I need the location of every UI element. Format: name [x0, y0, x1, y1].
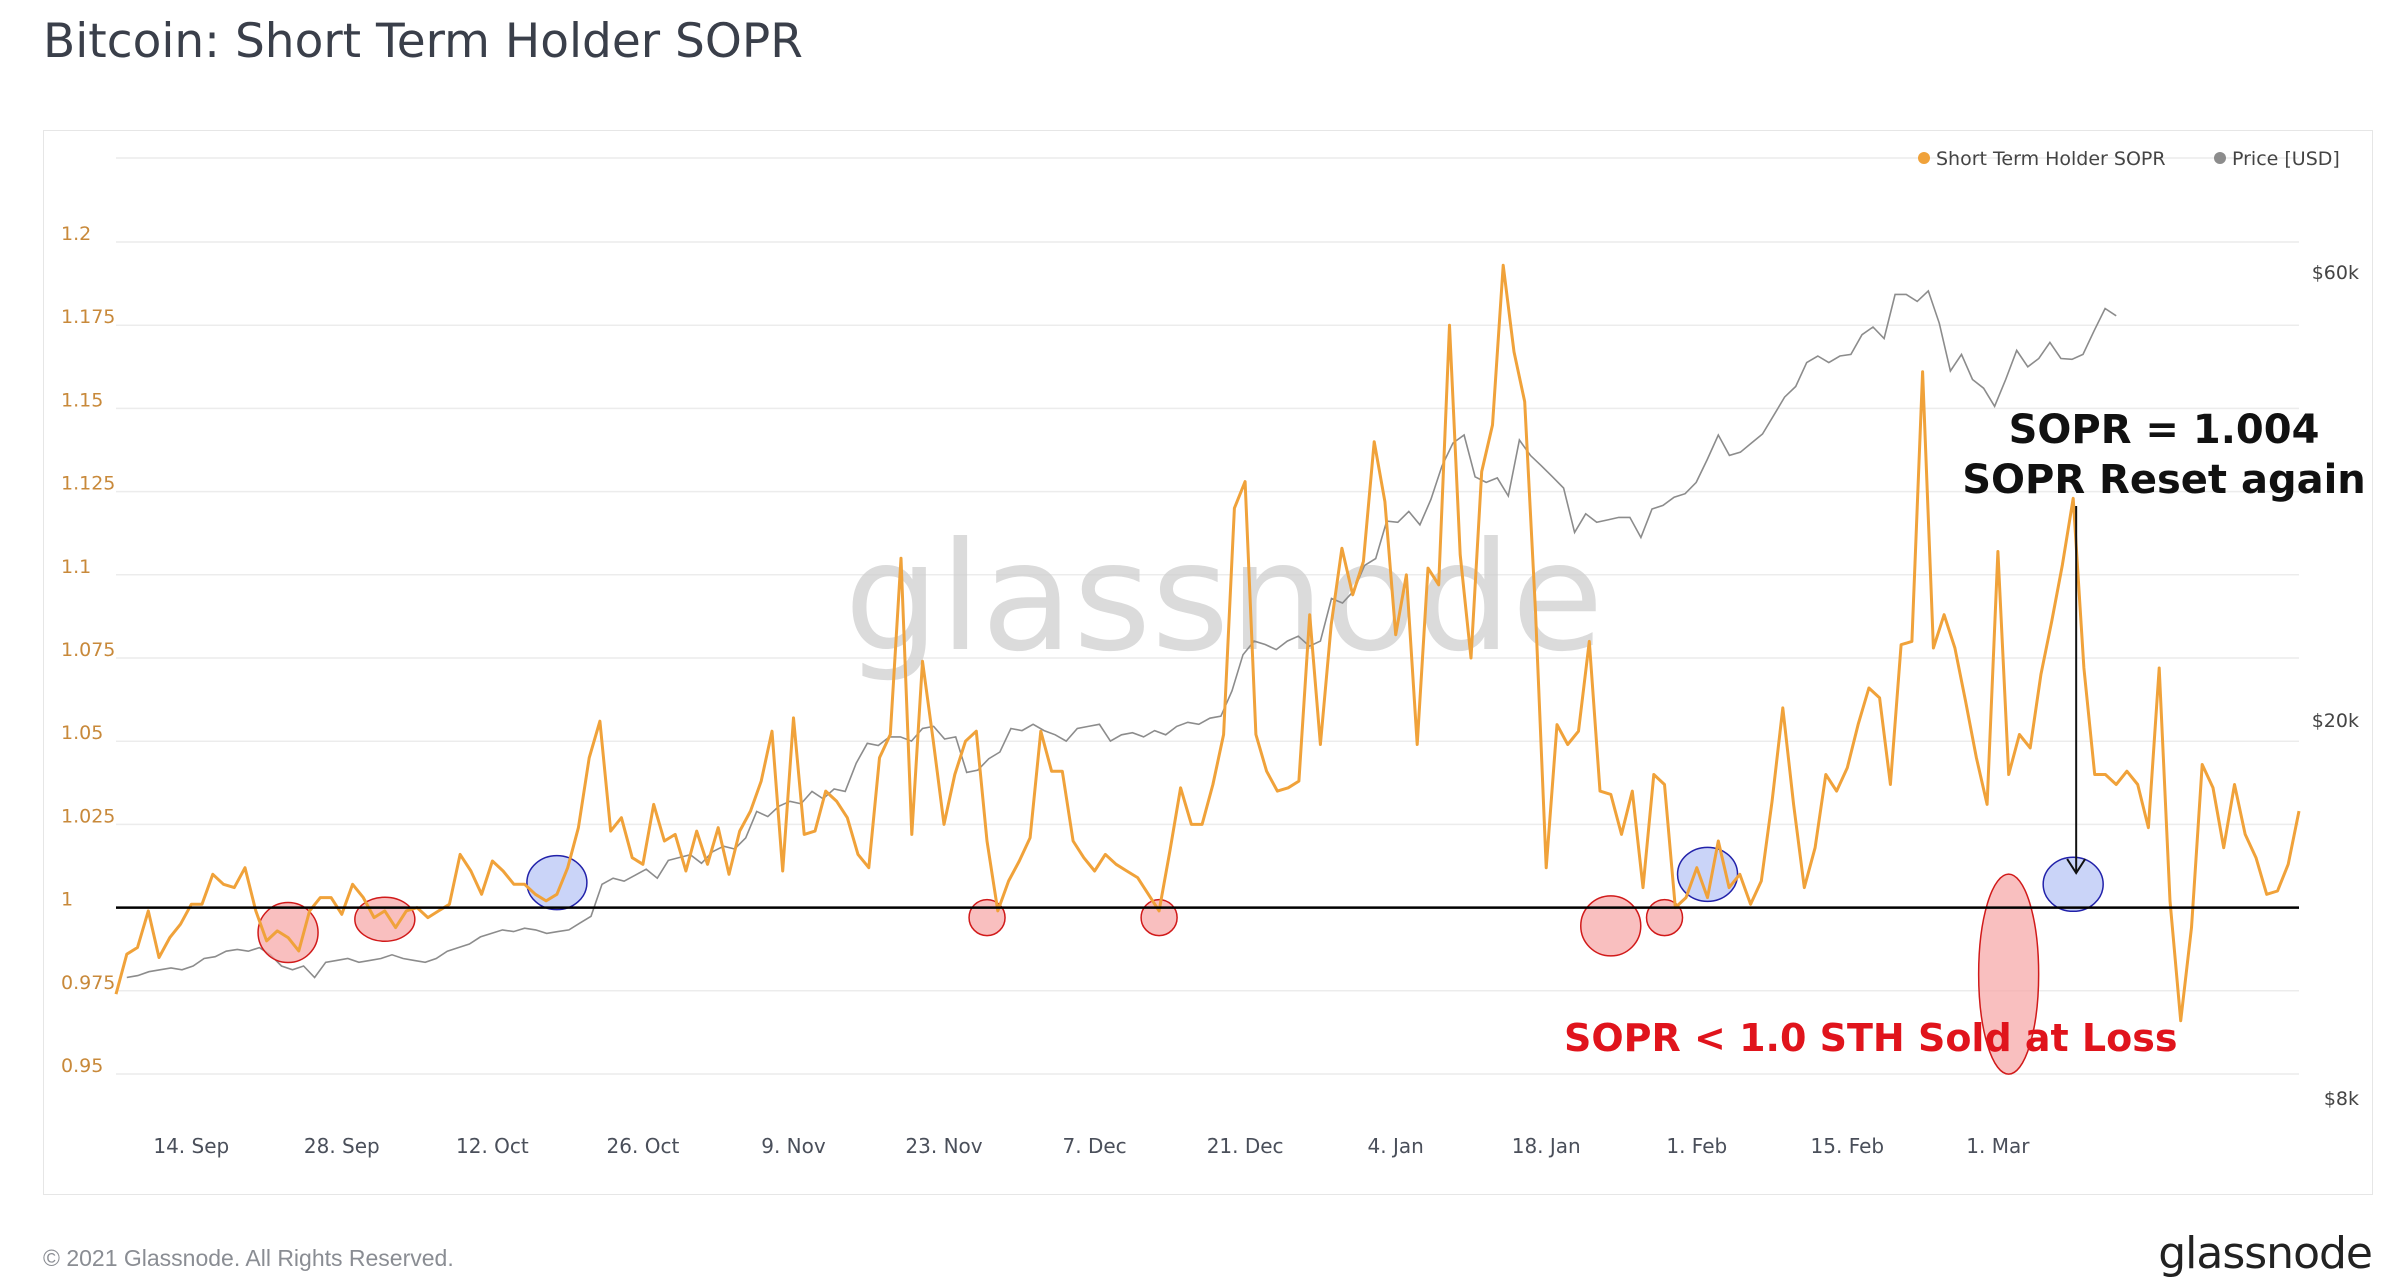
y-tick-label: 1.05	[61, 722, 103, 744]
annotations: SOPR < 1.0 STH Sold at Loss SOPR = 1.004S…	[1564, 407, 2366, 1060]
page-title: Bitcoin: Short Term Holder SOPR	[43, 14, 803, 69]
annotation-sopr-value: SOPR = 1.004	[2009, 407, 2320, 453]
chart-svg: glassnode 1.21.1751.151.1251.11.0751.051…	[61, 148, 2366, 1158]
legend-label-sopr: Short Term Holder SOPR	[1936, 148, 2166, 170]
y-right-tick-label: $8k	[2324, 1088, 2359, 1110]
x-tick-label: 21. Dec	[1207, 1134, 1284, 1158]
legend-swatch-price	[2214, 152, 2226, 164]
reset-circle	[2042, 856, 2104, 913]
sopr-series	[114, 263, 2301, 1023]
reset-circle	[526, 854, 588, 911]
loss-circle	[1580, 895, 1642, 957]
x-tick-label: 1. Mar	[1966, 1134, 2030, 1158]
annotation-arrow-head	[2066, 858, 2087, 875]
x-tick-label: 26. Oct	[607, 1134, 680, 1158]
x-tick-label: 18. Jan	[1512, 1134, 1581, 1158]
chart-frame: glassnode 1.2 1.175 1.15 1.125 1.1 1.075 1.05 1…	[43, 130, 2373, 1195]
x-tick-label: 15. Feb	[1811, 1134, 1885, 1158]
axes: 1.2 1.175 1.15 1.125 1.1 1.075 1.05 1.025 1 0.975…	[61, 223, 2359, 1158]
y-tick-label: 0.975	[61, 972, 115, 994]
loss-circle	[1977, 873, 2040, 1075]
x-tick-label: 7. Dec	[1063, 1134, 1127, 1158]
copyright-text: © 2021 Glassnode. All Rights Reserved.	[43, 1245, 454, 1271]
x-tick-label: 1. Feb	[1666, 1134, 1727, 1158]
annotation-sopr-reset: SOPR Reset again	[1962, 457, 2366, 503]
glassnode-logo: glassnode	[2158, 1228, 2373, 1279]
x-tick-label: 28. Sep	[304, 1134, 380, 1158]
legend-label-price: Price [USD]	[2232, 148, 2340, 170]
y-tick-label: 0.95	[61, 1055, 103, 1077]
legend-swatch-sopr	[1918, 152, 1930, 164]
legend: Short Term Holder SOPR Price [USD]	[1918, 148, 2340, 170]
x-tick-label: 9. Nov	[761, 1134, 826, 1158]
y-tick-label: 1.15	[61, 389, 103, 411]
y-tick-label: 1.125	[61, 473, 115, 495]
loss-circle	[257, 901, 319, 964]
loss-circle	[354, 896, 416, 942]
y-tick-label: 1.175	[61, 306, 115, 328]
y-right-tick-label: $60k	[2312, 262, 2359, 284]
annotation-loss: SOPR < 1.0 STH Sold at Loss	[1564, 1016, 2177, 1060]
sopr-line	[114, 263, 2301, 1023]
x-tick-label: 4. Jan	[1368, 1134, 1424, 1158]
y-tick-label: 1.2	[61, 223, 91, 245]
x-tick-label: 14. Sep	[153, 1134, 229, 1158]
x-tick-label: 12. Oct	[456, 1134, 529, 1158]
price-series	[126, 289, 2117, 979]
price-line	[126, 289, 2117, 979]
y-right-tick-label: $20k	[2312, 710, 2359, 732]
watermark: glassnode	[844, 511, 1603, 685]
x-tick-label: 23. Nov	[905, 1134, 982, 1158]
y-tick-label: 1.025	[61, 805, 115, 827]
y-tick-label: 1	[61, 889, 73, 911]
y-tick-label: 1.1	[61, 556, 91, 578]
y-tick-label: 1.075	[61, 639, 115, 661]
